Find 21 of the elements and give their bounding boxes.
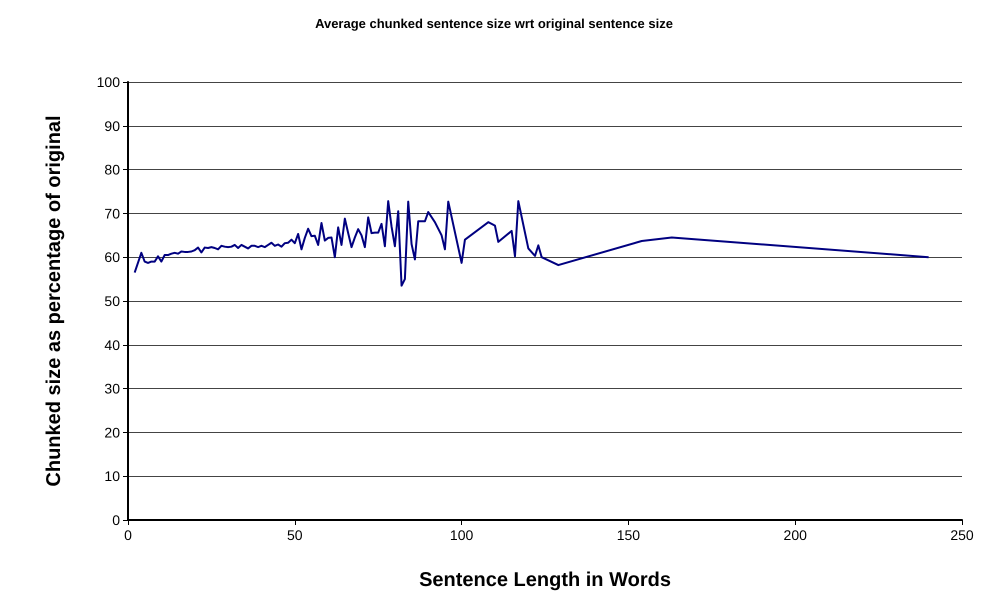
y-tick-label: 50	[104, 293, 120, 309]
x-tick-label: 100	[450, 527, 474, 543]
y-tick-label: 10	[104, 468, 120, 484]
y-tick-label: 70	[104, 205, 120, 222]
y-tick-label: 40	[104, 336, 120, 353]
x-tick-label: 150	[616, 527, 640, 543]
y-tick-label: 30	[104, 380, 120, 397]
x-tick-label: 200	[784, 527, 808, 543]
y-tick-label: 20	[104, 424, 120, 440]
y-tick-label: 80	[104, 162, 120, 178]
y-axis-title: Chunked size as percentage of original	[43, 115, 65, 487]
x-tick-label: 0	[124, 527, 132, 543]
chart-title: Average chunked sentence size wrt original sentence size	[315, 16, 673, 31]
y-tick-label: 90	[104, 118, 120, 134]
line-series	[134, 200, 930, 287]
y-tick-label: 0	[112, 512, 120, 528]
x-tick-label: 250	[950, 527, 974, 543]
y-tick-label: 100	[96, 74, 120, 90]
x-axis-title: Sentence Length in Words	[419, 569, 671, 591]
y-tick-label: 60	[104, 249, 120, 266]
x-tick-label: 50	[287, 527, 303, 543]
